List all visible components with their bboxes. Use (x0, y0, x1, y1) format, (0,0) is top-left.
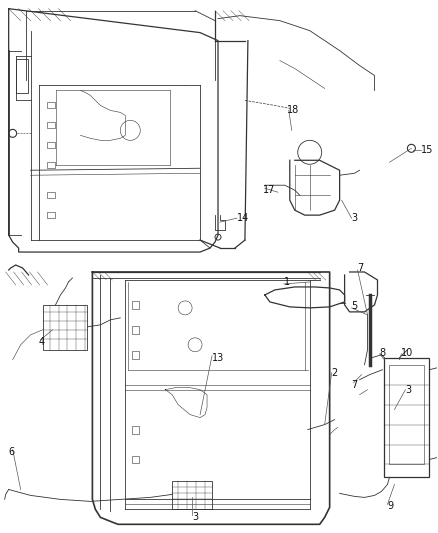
Bar (46, 162, 54, 168)
Bar (389, 365, 424, 464)
Text: 14: 14 (237, 213, 249, 223)
Text: 17: 17 (263, 185, 275, 195)
Bar (132, 425, 139, 433)
Bar (42, 305, 88, 350)
Bar (46, 123, 54, 128)
Text: 5: 5 (352, 301, 358, 311)
Text: 8: 8 (379, 348, 385, 358)
Text: 1: 1 (284, 277, 290, 287)
Text: 10: 10 (401, 348, 413, 358)
Bar (46, 102, 54, 108)
Text: 9: 9 (388, 502, 394, 511)
Bar (46, 142, 54, 148)
Text: 13: 13 (212, 353, 224, 363)
Bar (385, 358, 429, 478)
Text: 7: 7 (357, 263, 364, 273)
Bar (16, 59, 28, 93)
Bar (46, 192, 54, 198)
Bar (132, 301, 139, 309)
Text: 2: 2 (332, 368, 338, 378)
Text: 4: 4 (39, 337, 45, 347)
Bar (172, 481, 212, 510)
Text: 6: 6 (9, 447, 15, 457)
Text: 3: 3 (352, 213, 358, 223)
Text: 15: 15 (421, 146, 434, 155)
Text: 18: 18 (287, 106, 299, 116)
Bar (132, 351, 139, 359)
Bar (46, 212, 54, 218)
Text: 3: 3 (406, 385, 412, 394)
Text: 3: 3 (192, 512, 198, 522)
Bar (132, 326, 139, 334)
Text: 7: 7 (352, 379, 358, 390)
Bar (132, 456, 139, 464)
